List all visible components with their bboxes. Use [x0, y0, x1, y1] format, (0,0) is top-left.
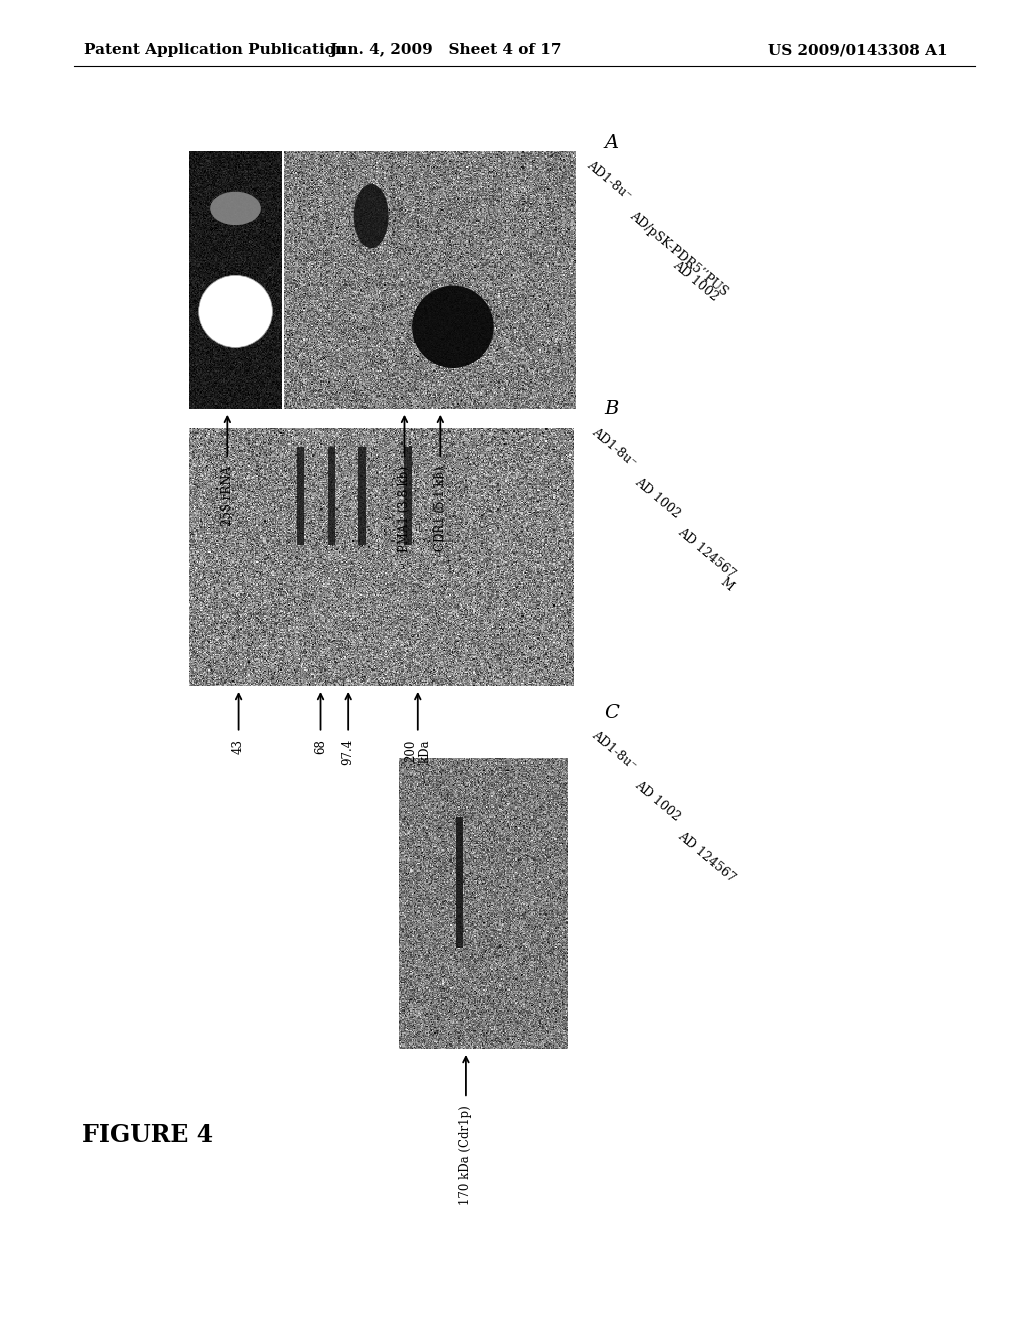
Text: M: M: [718, 576, 736, 594]
Ellipse shape: [353, 183, 389, 248]
Bar: [297, 447, 304, 545]
Ellipse shape: [412, 285, 494, 368]
Text: Patent Application Publication: Patent Application Publication: [84, 44, 346, 57]
Text: AD 124567: AD 124567: [675, 829, 737, 884]
Bar: [358, 447, 366, 545]
Text: AD1-8u⁻: AD1-8u⁻: [589, 425, 638, 470]
Bar: [328, 447, 335, 545]
Text: 200
kDa: 200 kDa: [403, 739, 432, 763]
Text: 170 kDa (Cdr1p): 170 kDa (Cdr1p): [460, 1105, 472, 1205]
Text: 97.4: 97.4: [342, 739, 354, 766]
Text: CDR1 (5.1 kb): CDR1 (5.1 kb): [434, 466, 446, 550]
Text: C: C: [604, 704, 620, 722]
Text: Jun. 4, 2009   Sheet 4 of 17: Jun. 4, 2009 Sheet 4 of 17: [329, 44, 562, 57]
Text: AD/pSK-PDR5’’PUS: AD/pSK-PDR5’’PUS: [627, 209, 730, 298]
Bar: [404, 447, 412, 545]
Ellipse shape: [199, 276, 272, 347]
Ellipse shape: [210, 191, 261, 226]
Text: 68: 68: [314, 739, 327, 754]
Text: AD1-8u⁻: AD1-8u⁻: [589, 729, 638, 774]
Text: B: B: [604, 400, 618, 418]
Text: PMA1 (3.8 kb): PMA1 (3.8 kb): [398, 466, 411, 552]
Text: AD 1002: AD 1002: [670, 259, 720, 304]
Text: A: A: [604, 133, 618, 152]
Text: AD 1002: AD 1002: [632, 475, 682, 520]
Text: 43: 43: [232, 739, 245, 754]
Text: FIGURE 4: FIGURE 4: [82, 1123, 213, 1147]
Text: AD 124567: AD 124567: [675, 525, 737, 581]
Text: 25S rRNA: 25S rRNA: [221, 466, 233, 525]
Text: AD1-8u⁻: AD1-8u⁻: [584, 158, 633, 203]
Bar: [456, 817, 463, 948]
Text: AD 1002: AD 1002: [632, 779, 682, 824]
Text: US 2009/0143308 A1: US 2009/0143308 A1: [768, 44, 947, 57]
